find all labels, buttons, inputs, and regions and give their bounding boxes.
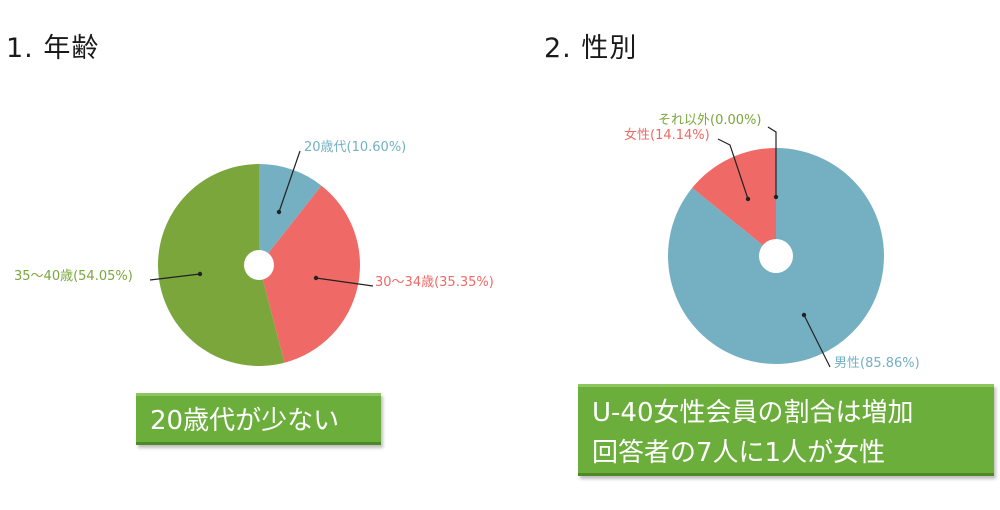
pie2-slice-2 [692,148,776,256]
pie1-slice-3 [158,164,285,366]
pie2-leader-line-1 [803,314,831,368]
pie2-center-hole [759,239,793,273]
pie1-leader-line-1 [278,150,301,213]
pie1-leader-line-3 [149,273,201,281]
pie1-slice-label-3: 35～40歳(54.05%) [14,269,133,284]
pie2-slice-label-1: 男性(85.86%) [834,356,920,371]
pie1-center-hole [244,250,274,280]
pie2-leader-dot-1 [801,312,807,318]
pie1-leader-dot-3 [197,271,203,277]
age-section-title: 1. 年齢 [6,33,100,64]
pie1-slice-label-1: 20歳代(10.60%) [304,140,406,155]
gender-section-title: 2. 性別 [544,33,638,64]
pie2-slice-label-3: それ以外(0.00%) [658,113,761,128]
pie1-slice-label-2: 30～34歳(35.35%) [375,275,494,290]
pie1-slice-2 [259,185,360,363]
gender-callout-line-2: 回答者の7人に1人が女性 [592,438,886,468]
pie2-leader-line-2 [717,138,749,200]
pie1-slice-1 [259,164,322,265]
pie1-leader-dot-2 [313,275,319,281]
pie1-leader-dot-1 [276,209,282,215]
pie2-slice-label-2: 女性(14.14%) [624,127,710,143]
pie2-leader-line-3 [767,126,777,197]
pie2-leader-dot-3 [773,194,779,200]
pie1-leader-line-2 [315,277,374,287]
age-callout-box: 20歳代が少ない [136,393,381,445]
pie2-leader-dot-2 [745,196,751,202]
gender-callout-box: U-40女性会員の割合は増加 回答者の7人に1人が女性 [578,384,994,476]
gender-callout-line-1: U-40女性会員の割合は増加 [592,398,914,428]
